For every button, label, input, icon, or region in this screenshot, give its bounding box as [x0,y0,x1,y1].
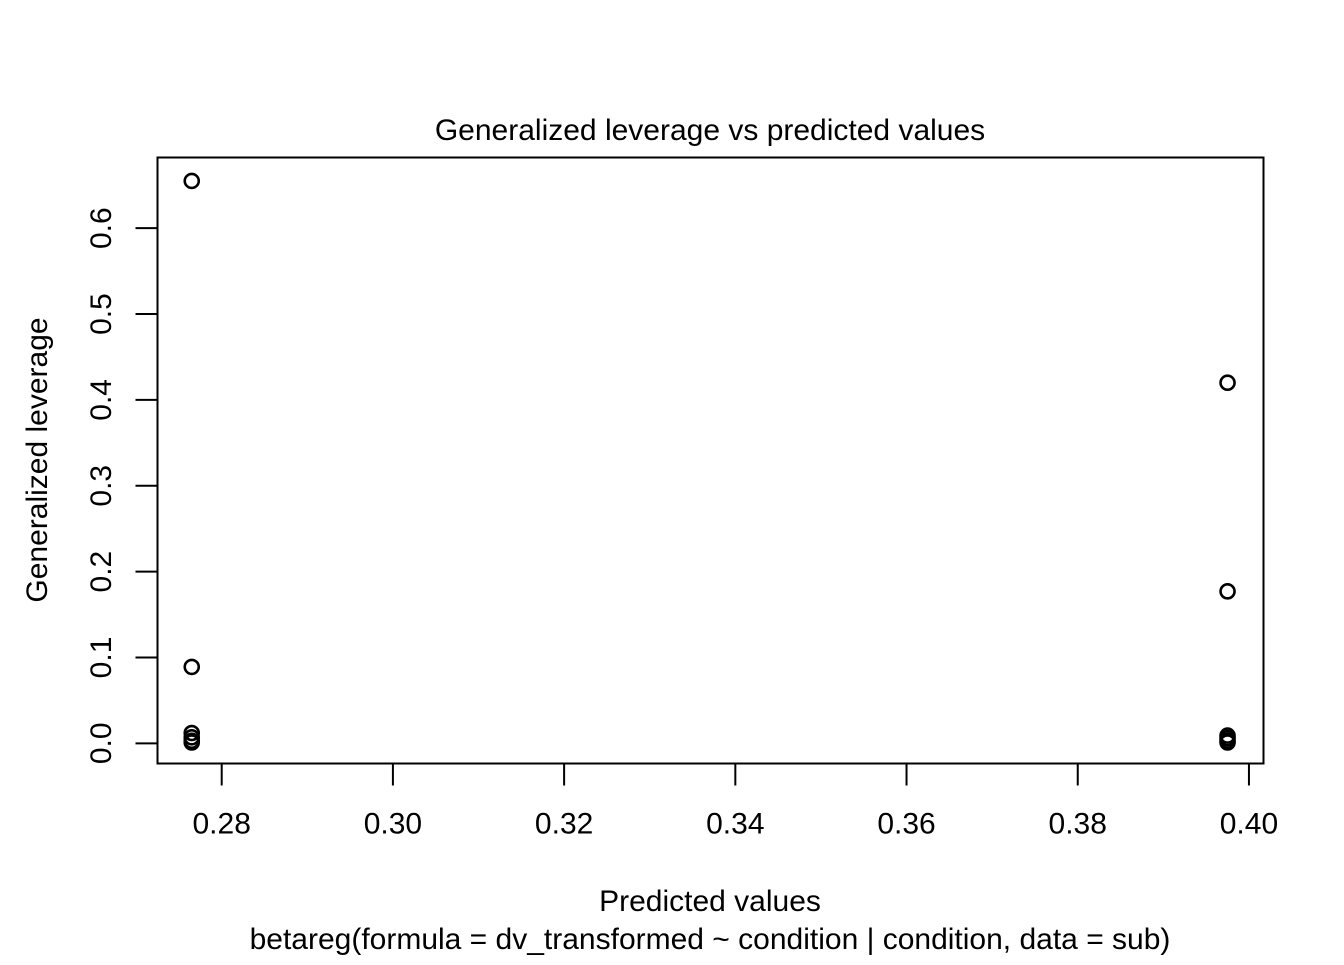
data-point [1219,734,1236,751]
data-point [183,734,201,751]
data-points [183,172,1236,751]
y-tick-label: 0.2 [85,551,118,593]
data-point [183,172,201,190]
y-tick-label: 0.4 [85,379,118,421]
data-point [183,658,201,676]
data-point [1219,374,1236,392]
x-tick-label: 0.40 [1220,808,1278,841]
model-formula-label: betareg(formula = dv_transformed ~ condi… [250,923,1171,956]
y-axis-label: Generalized leverage [21,317,54,602]
data-point [1219,583,1236,600]
x-tick-label: 0.28 [193,808,251,841]
chart-title: Generalized leverage vs predicted values [435,114,985,147]
y-axis: 0.0 0.1 0.2 0.3 0.4 0.5 0.6 [85,207,159,764]
x-axis: 0.28 0.30 0.32 0.34 0.36 0.38 0.40 [193,762,1278,841]
y-tick-label: 0.5 [85,293,118,335]
x-tick-label: 0.30 [364,808,422,841]
y-tick-label: 0.1 [85,637,118,679]
x-tick-label: 0.32 [535,808,593,841]
x-tick-label: 0.38 [1049,808,1107,841]
y-tick-label: 0.0 [85,722,118,764]
y-tick-label: 0.3 [85,465,118,507]
x-axis-label: Predicted values [599,885,821,918]
x-tick-label: 0.34 [706,808,764,841]
x-tick-label: 0.36 [877,808,935,841]
y-tick-label: 0.6 [85,207,118,249]
